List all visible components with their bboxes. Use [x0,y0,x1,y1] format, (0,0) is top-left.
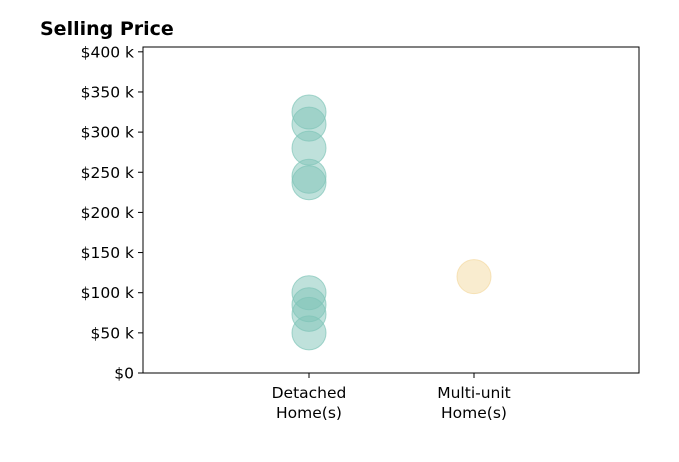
data-point [291,315,327,351]
y-axis: $0 $50 k $100 k $150 k $200 k $250 k $300 k $35… [81,43,143,383]
chart-title: Selling Price [40,18,174,40]
y-tick-label: $0 [114,365,134,383]
plot-frame [142,46,640,374]
y-tick-label: $350 k [81,83,134,101]
y-tick-label: $300 k [81,124,134,142]
data-points [291,94,492,351]
y-tick-label: $50 k [91,324,135,342]
y-tick-label: $150 k [81,244,134,262]
y-tick-label: $100 k [81,284,134,302]
x-axis: Detached Home(s) Multi-unit Home(s) [272,373,511,422]
x-tick-label: Multi-unit Home(s) [437,384,511,422]
y-tick-label: $250 k [81,164,134,182]
data-point [456,259,492,295]
y-tick-label: $400 k [81,43,134,61]
x-tick-label: Detached Home(s) [272,384,347,422]
y-tick-label: $200 k [81,204,134,222]
data-point [291,165,327,201]
